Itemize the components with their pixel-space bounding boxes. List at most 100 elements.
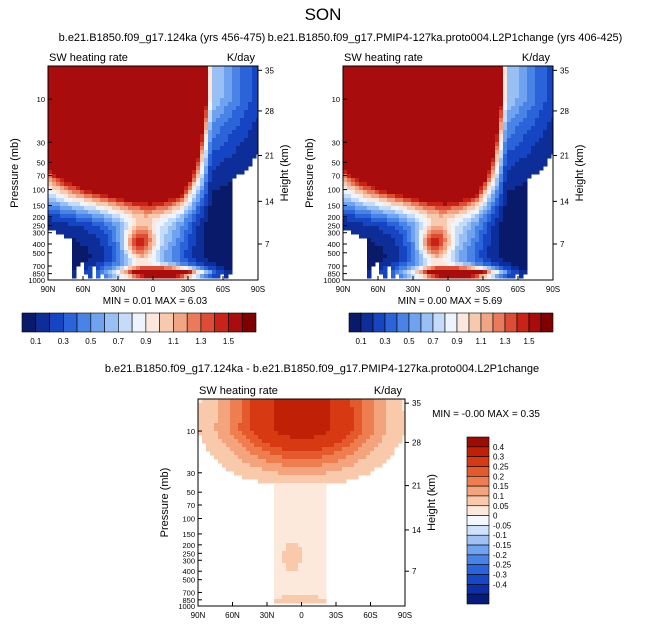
heat-cell xyxy=(310,475,315,484)
x-tick-label: 30N xyxy=(406,285,421,294)
heat-cell xyxy=(196,174,201,179)
heat-cell xyxy=(72,218,77,227)
heat-cell xyxy=(156,202,161,207)
heat-cell xyxy=(290,467,295,476)
heat-cell xyxy=(92,234,97,267)
heat-cell xyxy=(48,182,53,187)
heat-cell xyxy=(282,435,287,452)
heat-cell xyxy=(451,250,456,263)
heat-cell xyxy=(76,186,81,191)
heat-cell xyxy=(266,463,271,472)
heat-cell xyxy=(495,146,500,151)
y-tick-label: 500 xyxy=(182,576,195,585)
heat-cell xyxy=(330,455,335,464)
y-tick-label: 30 xyxy=(187,469,195,478)
heat-cell xyxy=(168,66,173,199)
colorbar-swatch xyxy=(466,574,490,585)
panel-right-label: K/day xyxy=(374,385,403,397)
heat-cell xyxy=(164,222,169,235)
heat-cell xyxy=(144,246,149,251)
heat-cell xyxy=(491,274,496,279)
heat-cell xyxy=(80,246,85,263)
heat-cell xyxy=(120,218,125,223)
heat-cell xyxy=(220,186,225,267)
heat-cell xyxy=(144,202,149,207)
heat-cell xyxy=(104,198,109,203)
heat-cell xyxy=(415,214,420,219)
heat-cell xyxy=(370,435,375,452)
heat-cell xyxy=(238,431,243,444)
heat-cell xyxy=(140,226,145,231)
heat-cell xyxy=(204,142,209,151)
colorbar-swatch xyxy=(420,312,434,333)
heat-cell xyxy=(52,214,57,223)
heat-cell xyxy=(132,274,137,279)
heat-cell xyxy=(96,202,101,207)
heat-cell xyxy=(423,234,428,239)
heat-cell xyxy=(112,66,117,199)
height-tick-label: 21 xyxy=(560,152,569,161)
heat-cell xyxy=(459,214,464,219)
heat-cell xyxy=(212,122,217,139)
heat-cell xyxy=(274,471,279,484)
heat-cell xyxy=(455,226,460,247)
heat-cell xyxy=(435,214,440,227)
heat-cell xyxy=(322,399,327,436)
heat-cell xyxy=(226,399,231,448)
heat-cell xyxy=(176,214,181,219)
heat-cell xyxy=(358,459,363,476)
heat-cell xyxy=(136,202,141,207)
heat-cell xyxy=(96,198,101,203)
heat-cell xyxy=(228,66,233,103)
heat-cell xyxy=(455,66,460,203)
heat-cell xyxy=(451,222,456,251)
heat-cell xyxy=(64,202,69,207)
heat-cell xyxy=(52,182,57,187)
heat-cell xyxy=(519,186,524,271)
heat-cell xyxy=(282,451,287,460)
heat-cell xyxy=(483,66,488,183)
heat-cell xyxy=(238,399,243,424)
heat-cell xyxy=(459,210,464,215)
heat-cell xyxy=(152,218,157,235)
heat-cell xyxy=(214,399,219,424)
heat-cell xyxy=(407,266,412,271)
heat-cell xyxy=(168,214,173,219)
heat-cell xyxy=(383,66,388,191)
heat-cell xyxy=(196,206,201,215)
heat-cell xyxy=(64,210,69,215)
heat-cell xyxy=(363,218,368,227)
y-tick-label: 700 xyxy=(327,262,340,271)
heat-cell xyxy=(387,194,392,199)
heat-cell xyxy=(64,206,69,211)
heat-cell xyxy=(387,206,392,211)
heat-cell xyxy=(499,110,504,119)
panel-diff-footer: MIN = -0.00 MAX = 0.35 xyxy=(432,409,540,420)
heat-cell xyxy=(443,230,448,239)
heat-cell xyxy=(212,274,217,279)
heat-cell xyxy=(383,194,388,199)
heat-cell xyxy=(136,214,141,227)
heat-cell xyxy=(351,178,356,183)
heat-cell xyxy=(88,206,93,211)
heat-cell xyxy=(108,218,113,223)
heat-cell xyxy=(244,66,249,111)
heat-cell xyxy=(64,214,69,219)
heat-cell xyxy=(56,214,61,223)
heat-cell xyxy=(523,66,528,103)
colorbar-label: 0.3 xyxy=(493,453,505,462)
colorbar-label: 0.3 xyxy=(58,337,70,346)
heat-cell xyxy=(491,162,496,167)
heat-cell xyxy=(363,182,368,187)
heat-cell xyxy=(503,122,508,131)
heat-cell xyxy=(367,66,372,187)
heat-cell xyxy=(375,218,380,223)
heat-cell xyxy=(282,475,287,484)
heat-cell xyxy=(168,210,173,215)
heat-cell xyxy=(152,270,157,279)
heat-cell xyxy=(176,218,181,223)
heat-cell xyxy=(503,166,508,183)
heat-cell xyxy=(451,206,456,211)
heat-cell xyxy=(204,182,209,195)
